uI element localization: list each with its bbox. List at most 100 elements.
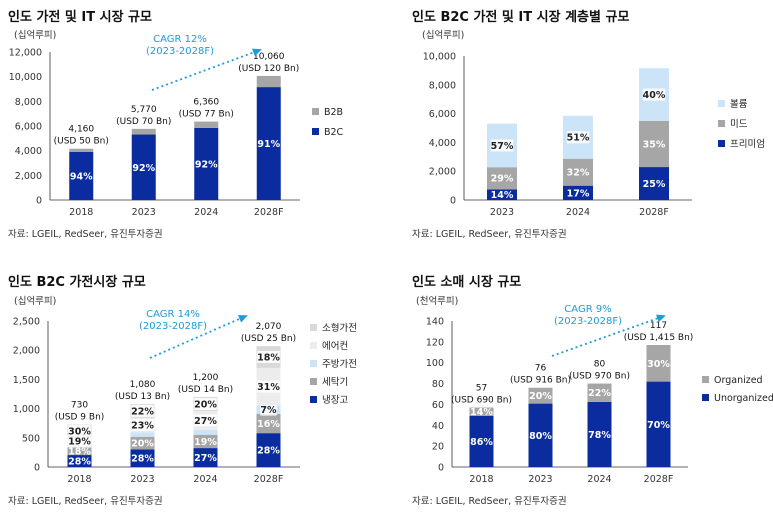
bar-segment-Unorganized [646,381,671,467]
usd-label: (USD 690 Bn) [451,396,512,406]
x-tick-label: 2024 [587,474,611,485]
data-label: 40% [643,90,666,101]
y-tick-label: 2,000 [13,346,40,357]
chart-appliance-it-market: (십억루피) 0 2,000 4,000 6,000 8,000 10,000 12,000 2… [9,29,344,218]
unit-label: (십억루피) [14,29,56,41]
total-label: 5,770 [131,105,157,115]
y-tick-label: 10,000 [9,72,42,83]
x-tick-label: 2018 [67,474,91,485]
cagr-arrow-head [237,315,248,323]
legend-swatch-소형가전 [310,324,317,331]
usd-label: (USD 13 Bn) [115,392,170,402]
data-label-bg [131,404,154,417]
total-label: 1,080 [130,380,156,390]
bar-segment-Organized [469,407,494,416]
y-tick-label: 0 [438,463,444,474]
data-label: 28% [131,454,154,465]
legend-label: Unorganized [714,393,773,404]
cagr-arrow-line [151,49,261,91]
y-tick-label: 0 [36,196,42,207]
data-label: 28% [257,446,280,457]
data-label: 92% [195,159,218,170]
bar-segment-B2C [69,151,94,200]
data-label-bg [131,419,154,432]
data-label: 70% [647,420,670,431]
y-tick-label: 2,500 [13,317,40,328]
x-tick-label: 2023 [490,207,514,218]
y-tick-label: 6,000 [429,109,456,120]
cagr-label: CAGR 9% [564,304,611,315]
bar-segment-프리미엄 [563,185,593,200]
data-label: 27% [194,453,217,464]
data-label: 57% [491,141,514,152]
bar-segment-냉장고 [67,455,92,467]
y-tick-label: 140 [426,317,444,328]
legend-label: Organized [714,375,763,386]
x-tick-label: 2024 [193,474,217,485]
bar-segment-미드 [639,120,669,168]
y-tick-label: 0 [34,463,40,474]
legend-swatch-Unorganized [702,394,709,401]
data-label-bg [490,139,514,152]
panel-b2c-appliance-market: 인도 B2C 가전시장 규모 (십억루피) 0 500 1,000 1,500 2,000… [0,266,386,517]
y-tick-label: 2,000 [15,171,42,182]
data-label: 91% [257,139,280,150]
data-label: 32% [567,168,590,179]
bar-segment-B2C [256,87,281,200]
chart-title: 인도 B2C 가전시장 규모 [8,275,146,290]
usd-label: (USD 120 Bn) [238,64,299,74]
panel-appliance-it-market: 인도 가전 및 IT 시장 규모 (십억루피) 0 2,000 4,000 6,000 8… [0,0,386,258]
data-label: 29% [491,174,514,185]
data-label: 7% [260,405,277,416]
chart-b2c-tier-market: (십억루피) 0 2,000 4,000 6,000 8,000 10,000 2023 14%… [422,29,765,218]
x-tick-label: 2018 [69,207,93,218]
legend-swatch-B2B [312,108,319,115]
y-tick-label: 40 [432,421,444,432]
legend-swatch-Organized [702,376,709,383]
legend-label: 세탁기 [322,376,348,388]
bar-segment-Organized [646,344,671,382]
y-tick-label: 1,500 [13,375,40,386]
legend-swatch-세탁기 [310,378,317,385]
data-label: 14% [470,407,493,418]
total-label: 2,070 [256,322,282,332]
x-tick-label: 2024 [566,207,590,218]
legend-swatch-에어컨 [310,342,317,349]
bar-segment-세탁기 [67,447,92,456]
data-label-bg [566,131,590,144]
unit-label: (십억루피) [422,29,464,41]
bar-segment-세탁기 [130,436,155,450]
bar-segment-주방가전 [130,432,155,437]
data-label-bg [194,397,217,410]
usd-label: (USD 25 Bn) [241,334,296,344]
legend-swatch-주방가전 [310,360,317,367]
cagr-label: CAGR 12% [153,34,207,45]
data-label-bg [257,350,280,363]
legend-label: B2B [324,107,343,118]
data-label: 20% [131,439,154,450]
bar-segment-냉장고 [193,448,218,467]
y-tick-label: 500 [22,433,40,444]
total-label: 80 [594,360,606,370]
legend-swatch-냉장고 [310,396,317,403]
data-label: 30% [68,426,91,437]
data-label: 25% [643,179,666,190]
y-tick-label: 6,000 [15,122,42,133]
x-tick-label: 2023 [132,207,156,218]
y-tick-label: 60 [432,400,444,411]
bar-segment-Organized [528,387,553,404]
x-tick-label: 2028F [254,474,284,485]
x-tick-label: 2028F [644,474,674,485]
total-label: 76 [535,364,547,374]
total-label: 6,360 [193,98,219,108]
usd-label: (USD 970 Bn) [569,372,630,382]
x-tick-label: 2028F [254,207,284,218]
legend-label: B2C [324,127,344,138]
y-tick-label: 8,000 [15,97,42,108]
data-label: 20% [529,391,552,402]
legend-label: 볼륨 [730,99,748,110]
bar-segment-B2C [194,127,219,200]
data-label: 86% [470,437,493,448]
legend-swatch-프리미엄 [718,140,725,147]
cagr-period: (2023-2028F) [146,46,214,57]
